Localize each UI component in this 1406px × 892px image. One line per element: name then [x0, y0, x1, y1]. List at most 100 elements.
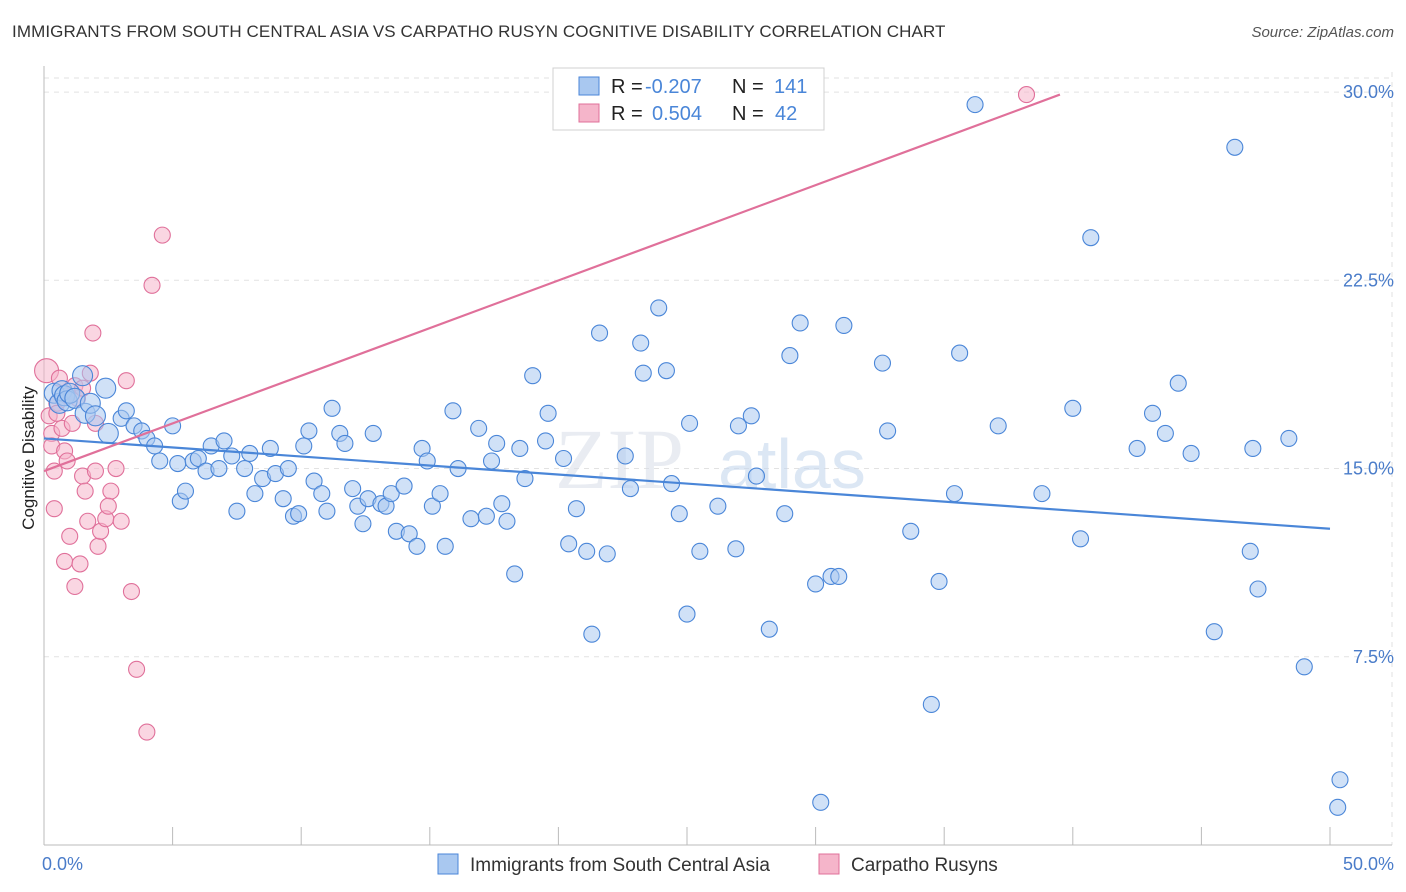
source-label: Source: ZipAtlas.com: [1251, 24, 1394, 41]
x-tick-label-1: 50.0%: [1343, 854, 1394, 874]
blue-point-73: [488, 434, 506, 452]
blue-point-90: [621, 480, 639, 498]
pink-point-10: [56, 552, 74, 570]
blue-point-121: [966, 96, 984, 114]
blue-point-49: [336, 434, 354, 452]
blue-point-97: [678, 605, 696, 623]
blue-point-139: [1329, 798, 1347, 816]
blue-point-135: [1244, 439, 1262, 458]
blue-point-134: [1241, 542, 1259, 560]
pink-point-40: [99, 497, 117, 515]
blue-point-108: [791, 314, 809, 332]
blue-point-25: [189, 449, 207, 468]
legend-swatch-south-central-asia: [437, 853, 459, 875]
blue-point-81: [539, 404, 557, 422]
blue-point-117: [922, 695, 940, 714]
pink-point-29: [112, 512, 130, 530]
blue-point-84: [567, 500, 585, 518]
blue-point-32: [236, 459, 254, 478]
blue-point-88: [598, 545, 616, 563]
blue-point-59: [395, 477, 413, 495]
pink-point-13: [63, 414, 81, 432]
blue-point-65: [431, 485, 449, 503]
pink-point-12: [61, 527, 79, 545]
pink-point-27: [102, 482, 120, 500]
blue-point-130: [1169, 374, 1187, 392]
blue-point-112: [830, 567, 848, 586]
blue-point-69: [462, 510, 480, 528]
blue-point-103: [742, 407, 760, 425]
blue-point-137: [1280, 429, 1298, 447]
blue-point-43: [300, 422, 318, 440]
blue-point-28: [210, 459, 228, 478]
blue-point-50: [344, 480, 362, 498]
blue-point-127: [1128, 439, 1146, 458]
blue-point-89: [616, 447, 634, 465]
blue-point-78: [516, 470, 534, 488]
y-axis-label: Cognitive Disability: [19, 386, 38, 530]
blue-point-119: [945, 485, 964, 503]
pink-point-20: [79, 512, 97, 530]
blue-point-70: [470, 419, 488, 437]
blue-point-123: [1033, 485, 1051, 503]
pink-point-24: [89, 537, 107, 555]
y-tick-labels: 7.5% 15.0% 22.5% 30.0%: [1343, 82, 1394, 667]
blue-point-11: [95, 377, 117, 399]
blue-point-23: [176, 482, 195, 500]
trend-lines: [43, 93, 1331, 530]
blue-point-102: [729, 417, 747, 435]
blue-point-87: [591, 324, 609, 342]
stats-r-label-pink: R =: [611, 103, 643, 125]
y-tick-label-1: 15.0%: [1343, 459, 1394, 479]
blue-point-42: [295, 437, 313, 455]
blue-point-76: [506, 565, 524, 583]
blue-point-104: [747, 467, 765, 485]
stats-n-label-blue: N =: [732, 76, 764, 98]
blue-point-57: [382, 485, 400, 503]
y-tick-label-2: 22.5%: [1343, 270, 1394, 290]
pink-point-17: [71, 555, 89, 573]
stats-r-value-pink: 0.504: [652, 103, 702, 125]
stats-r-value-blue: -0.207: [645, 76, 702, 98]
pink-trend-line: [43, 93, 1061, 473]
pink-point-41: [1017, 86, 1036, 104]
legend-label-carpatho-rusyns: Carpatho Rusyns: [851, 855, 998, 876]
blue-point-120: [951, 344, 969, 362]
blue-point-107: [781, 347, 799, 365]
blue-point-61: [408, 537, 426, 555]
stats-n-label-pink: N =: [732, 103, 764, 125]
x-tick-labels: 0.0% 50.0%: [42, 854, 1394, 874]
blue-point-14: [117, 402, 135, 420]
blue-point-131: [1182, 444, 1200, 463]
stats-n-value-blue: 141: [774, 76, 807, 98]
blue-point-116: [902, 522, 920, 540]
pink-point-22: [84, 324, 102, 342]
blue-point-45: [313, 485, 331, 503]
blue-point-71: [477, 507, 495, 525]
blue-point-19: [151, 452, 169, 470]
blue-point-110: [812, 793, 830, 811]
blue-point-38: [274, 490, 292, 508]
blue-point-99: [691, 542, 709, 560]
stats-r-label-blue: R =: [611, 76, 643, 98]
blue-point-34: [246, 485, 264, 503]
blue-point-75: [498, 512, 516, 530]
blue-point-67: [444, 402, 462, 420]
blue-point-128: [1143, 404, 1162, 422]
blue-point-60: [400, 525, 418, 543]
stats-legend-swatch-pink: [578, 103, 600, 123]
blue-point-66: [436, 537, 454, 555]
blue-point-74: [493, 495, 511, 513]
pink-point-33: [138, 723, 156, 741]
blue-point-86: [583, 625, 601, 643]
y-tick-label-3: 30.0%: [1343, 82, 1394, 102]
blue-point-106: [776, 505, 794, 523]
blue-point-12: [97, 422, 119, 444]
blue-point-138: [1295, 658, 1313, 676]
pink-point-35: [153, 226, 171, 244]
x-tick-label-0: 0.0%: [42, 854, 83, 874]
blue-point-94: [657, 362, 675, 380]
blue-point-10: [84, 405, 106, 427]
pink-point-30: [117, 372, 135, 390]
